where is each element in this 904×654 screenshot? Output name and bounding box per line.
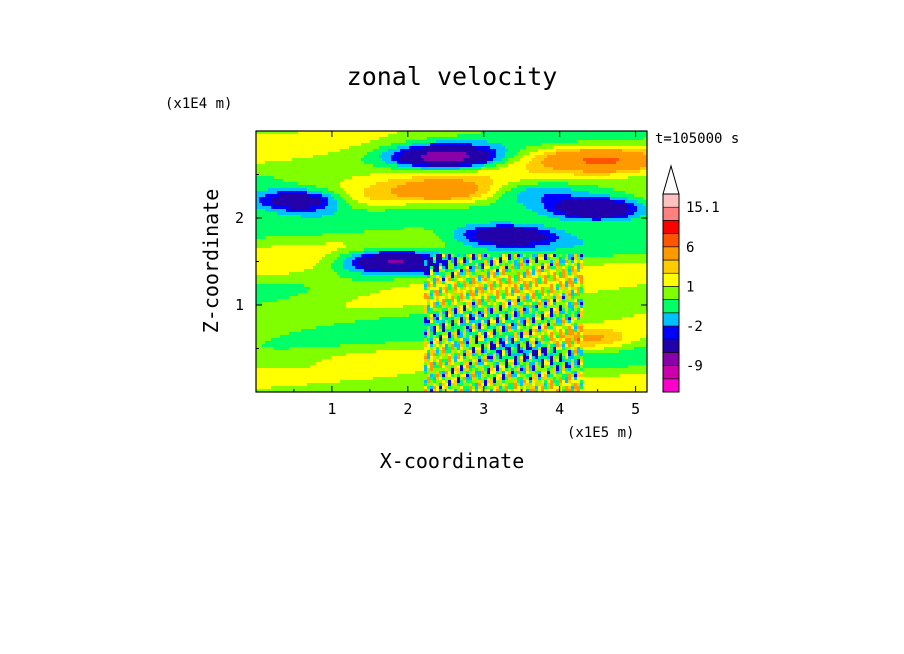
colorbar-swatch (662, 325, 680, 340)
colorbar-swatch (662, 286, 680, 300)
y-tick-label: 1 (235, 296, 244, 314)
colorbar-swatch (662, 365, 680, 380)
x-scale-note: (x1E5 m) (567, 425, 634, 441)
colorbar-swatch (662, 272, 680, 287)
contour-field (256, 131, 647, 392)
colorbar-swatch (662, 193, 680, 208)
colorbar: 15.1 6 1 -2 -9 (662, 164, 720, 393)
colorbar-label: 15.1 (686, 200, 720, 216)
colorbar-swatch (662, 206, 680, 221)
colorbar-swatch (662, 220, 680, 234)
x-tick-label: 2 (403, 400, 412, 418)
colorbar-frame (662, 193, 680, 393)
x-tick-label: 1 (327, 400, 336, 418)
y-axis-label: Z-coordinate (199, 189, 223, 334)
colorbar-extend-arrow (662, 164, 680, 195)
x-tick-label: 3 (479, 400, 488, 418)
colorbar-swatch (662, 378, 680, 393)
time-label: t=105000 s (655, 131, 739, 147)
colorbar-label: 1 (686, 279, 694, 295)
colorbar-label: -2 (686, 319, 703, 335)
colorbar-swatch (662, 233, 680, 248)
colorbar-label: 6 (686, 240, 694, 256)
colorbar-swatch (662, 312, 680, 327)
colorbar-swatch (662, 338, 680, 353)
x-tick-label: 4 (555, 400, 564, 418)
colorbar-label: -9 (686, 359, 703, 375)
y-scale-note: (x1E4 m) (165, 96, 232, 112)
x-tick-label: 5 (631, 400, 640, 418)
x-axis-label: X-coordinate (380, 449, 525, 473)
colorbar-swatch (662, 299, 680, 314)
x-axis: 1 2 3 4 5 (293, 131, 640, 418)
colorbar-swatch (662, 246, 680, 261)
y-tick-label: 2 (235, 209, 244, 227)
chart-title: zonal velocity (347, 62, 558, 91)
colorbar-swatch (662, 352, 680, 366)
y-axis: 12 (235, 174, 647, 349)
colorbar-swatch (662, 259, 680, 274)
